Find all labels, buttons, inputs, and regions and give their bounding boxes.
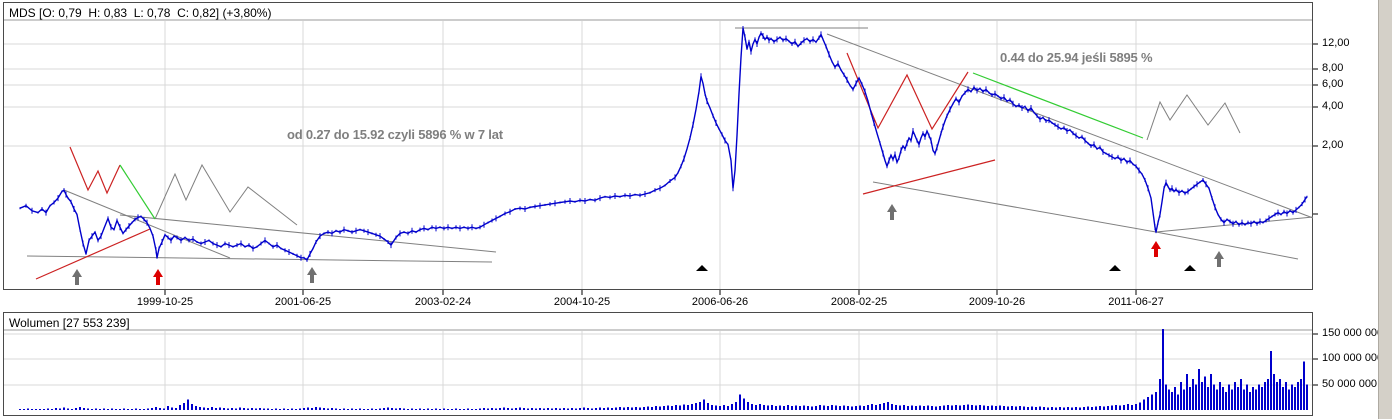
price-axis-label: 4,00 <box>1322 100 1344 112</box>
date-axis-label: 2011-06-27 <box>1108 296 1164 308</box>
date-axis-label: 2001-06-25 <box>274 296 332 308</box>
price-axis-label: 2,00 <box>1322 139 1344 151</box>
price-panel-title: MDS [O: 0,79 H: 0,83 L: 0,78 C: 0,82] (+… <box>9 6 272 20</box>
date-axis-label: 2004-10-25 <box>553 296 611 308</box>
price-axis-label: 8,00 <box>1322 62 1344 74</box>
annotation-gain-projection: 0.44 do 25.94 jeśli 5895 % <box>1000 50 1153 65</box>
volume-panel[interactable] <box>3 312 1313 416</box>
price-axis-label: 12,00 <box>1322 37 1350 49</box>
volume-panel-title: Wolumen [27 553 239] <box>9 316 130 330</box>
price-panel[interactable] <box>3 2 1313 290</box>
date-axis-label: 1999-10-25 <box>136 296 194 308</box>
date-axis-label: 2009-10-26 <box>968 296 1026 308</box>
volume-axis-label: 100 000 000 <box>1322 352 1384 364</box>
volume-axis-label: 50 000 000 <box>1322 378 1378 390</box>
date-axis-label: 2003-02-24 <box>414 296 472 308</box>
date-axis-label: 2008-02-25 <box>830 296 888 308</box>
annotation-gain-past: od 0.27 do 15.92 czyli 5896 % w 7 lat <box>287 127 503 142</box>
price-axis-label: 6,00 <box>1322 78 1344 90</box>
window-edge-strip <box>1378 0 1392 419</box>
volume-axis-label: 150 000 000 <box>1322 327 1384 339</box>
date-axis-label: 2006-06-26 <box>691 296 749 308</box>
